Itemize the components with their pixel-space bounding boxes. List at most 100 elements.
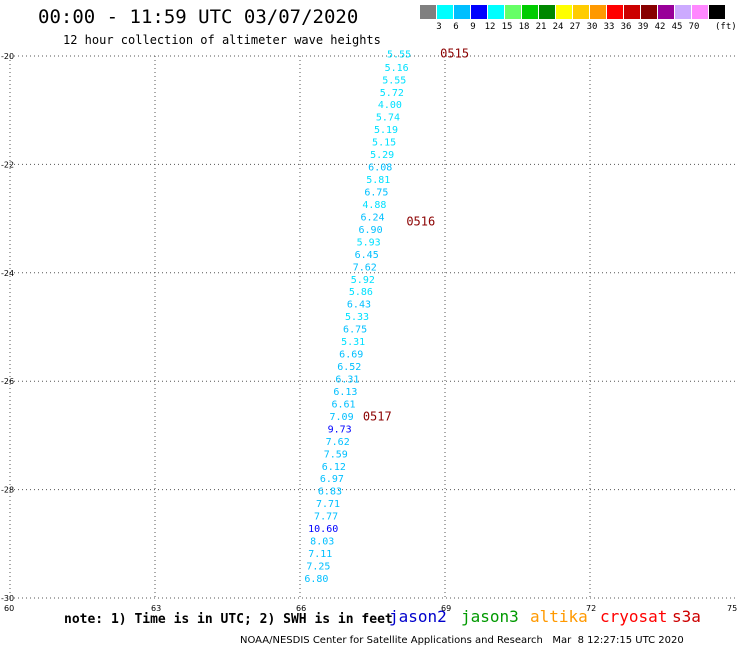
satellite-name-jason2: jason2 (389, 607, 447, 626)
wave-height-value: 5.31 (341, 337, 365, 348)
legend-swatch (692, 5, 709, 19)
legend-label: 70 (688, 22, 700, 32)
legend-swatch (624, 5, 641, 19)
wave-height-value: 6.83 (318, 487, 342, 498)
axis-ticks: 60 63 66 69 72 75 -20 -22 -24 -26 -28 -30 (1, 52, 737, 613)
wave-height-value: 9.73 (328, 424, 352, 435)
legend-label: 3 (436, 22, 442, 32)
wave-height-value: 6.75 (343, 325, 367, 336)
legend-label: 9 (470, 22, 476, 32)
legend-swatch (590, 5, 607, 19)
wave-height-value: 5.74 (376, 113, 400, 124)
legend-label: 36 (620, 22, 632, 32)
footer-credit: NOAA/NESDIS Center for Satellite Applica… (240, 635, 684, 646)
wave-height-value: 5.93 (357, 237, 381, 248)
legend-label: 6 (453, 22, 459, 32)
legend-label: 39 (637, 22, 649, 32)
satellite-name-jason3: jason3 (461, 607, 519, 626)
wave-height-value: 6.12 (322, 462, 346, 473)
legend-swatch (488, 5, 505, 19)
wave-height-value: 5.55 (387, 49, 411, 60)
legend-swatch (607, 5, 624, 19)
wave-height-value: 5.15 (372, 138, 396, 149)
wave-height-value: 5.29 (370, 150, 394, 161)
legend-label: 45 (671, 22, 683, 32)
wave-height-value: 7.77 (314, 512, 338, 523)
wave-height-value: 6.13 (333, 387, 357, 398)
legend-label: 27 (569, 22, 581, 32)
wave-height-value: 7.62 (326, 437, 350, 448)
legend-swatch (505, 5, 522, 19)
map-title: 00:00 - 11:59 UTC 03/07/2020 (38, 6, 359, 28)
wave-height-value: 6.45 (355, 250, 379, 261)
latitude-tick-label: -20 (1, 52, 14, 61)
legend-swatch (675, 5, 692, 19)
legend-swatch (420, 5, 437, 19)
legend-label: 24 (552, 22, 564, 32)
legend-label: 12 (484, 22, 496, 32)
wave-height-value: 5.33 (345, 312, 369, 323)
wave-height-value: 4.00 (378, 100, 402, 111)
latitude-tick-label: -28 (1, 486, 14, 495)
legend-swatch (709, 5, 726, 19)
longitude-tick-label: 63 (151, 604, 161, 613)
legend-label: 33 (603, 22, 615, 32)
legend-label: 18 (518, 22, 530, 32)
wave-height-value: 5.72 (380, 88, 404, 99)
longitude-tick-label: 60 (4, 604, 14, 613)
longitude-tick-label: 75 (727, 604, 737, 613)
wave-height-value: 6.31 (335, 374, 359, 385)
wave-height-value: 10.60 (308, 524, 338, 535)
wave-height-value: 5.16 (385, 63, 409, 74)
wave-height-value: 5.86 (349, 287, 373, 298)
wave-height-value: 7.59 (324, 449, 348, 460)
wave-height-value: 7.62 (353, 262, 377, 273)
longitude-tick-label: 69 (441, 604, 451, 613)
map-grid (9, 55, 735, 599)
pass-time-label: 0516 (406, 214, 435, 228)
longitude-tick-label: 72 (586, 604, 596, 613)
legend-label: 30 (586, 22, 598, 32)
note-text: note: 1) Time is in UTC; 2) SWH is in fe… (64, 612, 393, 627)
legend-swatch (522, 5, 539, 19)
legend-unit: (ft) (715, 22, 737, 32)
latitude-tick-label: -22 (1, 160, 14, 169)
wave-height-value: 5.19 (374, 125, 398, 136)
latitude-tick-label: -24 (1, 269, 14, 278)
pass-time-label: 0515 (440, 46, 469, 60)
satellite-name-altika: altika (530, 607, 588, 626)
legend-swatch (539, 5, 556, 19)
legend-swatch (471, 5, 488, 19)
wave-height-value: 6.43 (347, 300, 371, 311)
wave-height-value: 6.80 (304, 574, 328, 585)
wave-height-value: 5.55 (382, 75, 406, 86)
wave-height-value: 5.92 (351, 275, 375, 286)
legend-label: 42 (654, 22, 666, 32)
wave-height-value: 7.71 (316, 499, 340, 510)
pass-time-label: 0517 (363, 409, 392, 423)
legend-swatch (454, 5, 471, 19)
pass-labels: 0515 0516 0517 (363, 46, 469, 423)
legend-label: 21 (535, 22, 547, 32)
legend-label: 15 (501, 22, 513, 32)
wave-height-value: 8.03 (310, 537, 334, 548)
wave-height-value: 6.52 (337, 362, 361, 373)
legend-swatch (437, 5, 454, 19)
wave-height-value: 6.24 (360, 212, 384, 223)
wave-height-value: 6.97 (320, 474, 344, 485)
map-subtitle: 12 hour collection of altimeter wave hei… (63, 33, 381, 47)
latitude-tick-label: -26 (1, 377, 14, 386)
wave-height-value: 7.25 (306, 561, 330, 572)
legend-swatch (556, 5, 573, 19)
legend-swatch (658, 5, 675, 19)
wave-height-value: 7.11 (308, 549, 332, 560)
wave-height-value: 6.90 (359, 225, 383, 236)
wave-height-value: 7.09 (330, 412, 354, 423)
wave-height-value: 6.61 (331, 399, 355, 410)
latitude-tick-label: -30 (1, 594, 14, 603)
wave-height-value: 6.08 (368, 163, 392, 174)
wave-height-value: 6.69 (339, 350, 363, 361)
legend-swatch (641, 5, 658, 19)
satellite-name-s3a: s3a (672, 607, 701, 626)
